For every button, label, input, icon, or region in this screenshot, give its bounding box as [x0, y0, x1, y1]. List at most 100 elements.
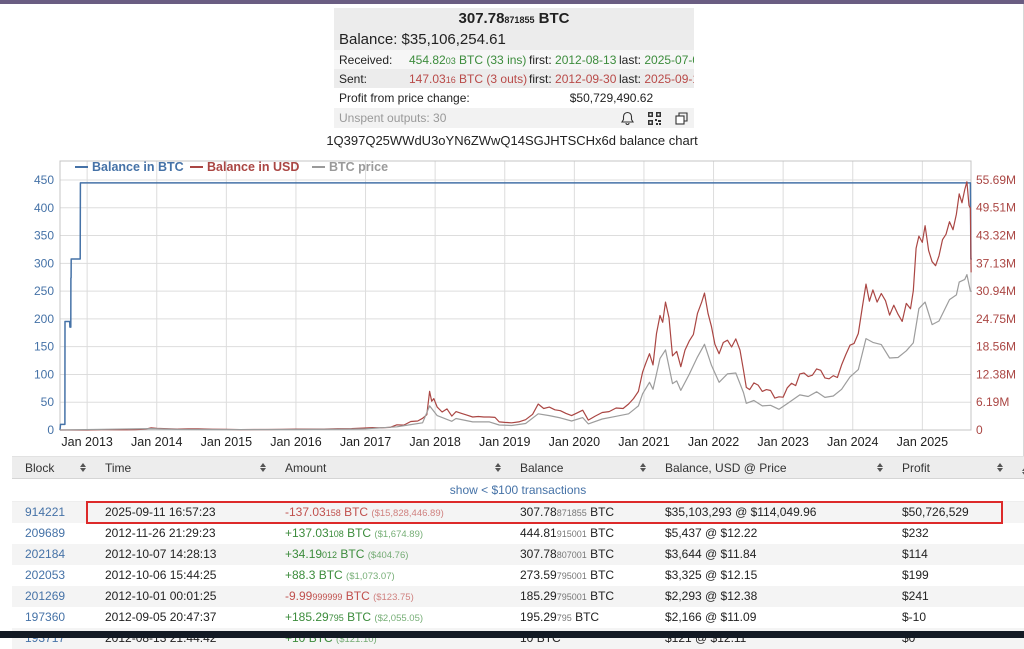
block-cell[interactable]: 202053	[12, 564, 92, 586]
x-axis-tick: Jan 2018	[409, 435, 460, 449]
transaction-row: 209689 2012-11-26 21:29:23 +137.03108 BTC …	[12, 522, 1024, 544]
column-header-balance-usd-price[interactable]: Balance, USD @ Price	[652, 456, 889, 479]
x-axis-tick: Jan 2016	[270, 435, 321, 449]
block-cell[interactable]: 201269	[12, 585, 92, 607]
x-axis-tick: Jan 2024	[827, 435, 878, 449]
left-axis-tick: 150	[34, 340, 54, 354]
sent-last: last: 2025-09-11	[619, 71, 694, 86]
copy-icon[interactable]	[674, 111, 689, 126]
received-row: Received: 454.8203 BTC (33 ins) first: 2…	[334, 50, 694, 69]
transactions-table: Block Time Amount Balance Balance, USD @ Pri…	[12, 456, 1024, 649]
amount-cell: +137.03108 BTC ($1,674.89)	[272, 522, 507, 544]
show-small-transactions-link[interactable]: show < $100 transactions	[449, 483, 587, 497]
block-cell[interactable]: 914221	[12, 501, 92, 523]
profit-label: Profit from price change:	[339, 91, 470, 105]
column-header-extra[interactable]	[1009, 456, 1024, 479]
legend-item-balance-in-btc[interactable]: Balance in BTC	[92, 160, 184, 174]
time-cell: 2025-09-11 16:57:23	[92, 501, 272, 523]
profit-cell: $232	[889, 522, 1009, 544]
transaction-row-highlighted: 914221 2025-09-11 16:57:23 -137.03158 BTC …	[12, 501, 1024, 523]
profit-cell: $114	[889, 543, 1009, 565]
transaction-row: 202184 2012-10-07 14:28:13 +34.19012 BTC (…	[12, 543, 1024, 565]
block-link[interactable]: 202053	[25, 568, 66, 582]
balance-cell: 185.29795001 BTC	[507, 585, 652, 607]
spacer-cell	[1009, 522, 1024, 544]
right-axis-tick: 30.94M	[976, 284, 1016, 298]
x-axis-tick: Jan 2025	[897, 435, 948, 449]
balance-usd-cell: $2,293 @ $12.38	[652, 585, 889, 607]
left-axis-tick: 50	[41, 395, 55, 409]
right-axis-tick: 37.13M	[976, 256, 1016, 270]
profit-cell: $241	[889, 585, 1009, 607]
x-axis-tick: Jan 2020	[549, 435, 600, 449]
right-axis-tick: 43.32M	[976, 229, 1016, 243]
block-cell[interactable]: 202184	[12, 543, 92, 565]
block-cell[interactable]: 209689	[12, 522, 92, 544]
time-cell: 2012-10-01 00:01:25	[92, 585, 272, 607]
column-header-balance[interactable]: Balance	[507, 456, 652, 479]
transactions-section: Block Time Amount Balance Balance, USD @ Pri…	[0, 456, 1024, 649]
right-axis-tick: 49.51M	[976, 201, 1016, 215]
left-axis-tick: 400	[34, 201, 54, 215]
sort-icon[interactable]	[640, 463, 646, 472]
block-link[interactable]: 209689	[25, 526, 66, 540]
sort-icon[interactable]	[877, 463, 883, 472]
balance-usd-cell: $2,166 @ $11.09	[652, 606, 889, 628]
sort-icon[interactable]	[1022, 466, 1024, 476]
left-axis-tick: 450	[34, 173, 54, 187]
profit-row: Profit from price change: $50,729,490.62	[334, 88, 694, 108]
block-cell[interactable]: 197360	[12, 606, 92, 628]
received-value: 454.8203 BTC (33 ins)	[409, 52, 527, 67]
series-balance-in-btc	[59, 182, 972, 431]
x-axis-tick: Jan 2017	[340, 435, 391, 449]
series-btc-price	[59, 273, 972, 431]
column-header-time[interactable]: Time	[92, 456, 272, 479]
sort-icon[interactable]	[260, 463, 266, 472]
transaction-row: 197360 2012-09-05 20:47:37 +185.29795 BTC …	[12, 606, 1024, 628]
received-first: first: 2012-08-13	[529, 52, 617, 67]
balance-cell: 273.59795001 BTC	[507, 564, 652, 586]
qr-code-icon[interactable]	[647, 111, 662, 126]
block-link[interactable]: 914221	[25, 505, 66, 520]
legend-item-btc-price[interactable]: BTC price	[329, 160, 388, 174]
block-link[interactable]: 197360	[25, 610, 66, 624]
profit-cell: $199	[889, 564, 1009, 586]
time-cell: 2012-10-07 14:28:13	[92, 543, 272, 565]
column-header-block[interactable]: Block	[12, 456, 92, 479]
right-axis-tick: 12.38M	[976, 367, 1016, 381]
unspent-label: Unspent outputs: 30	[339, 111, 447, 125]
x-axis-tick: Jan 2014	[131, 435, 182, 449]
series-balance-in-usd	[60, 181, 972, 431]
balance-usd-cell: $5,437 @ $12.22	[652, 522, 889, 544]
balance-usd-cell: $3,325 @ $12.15	[652, 564, 889, 586]
btc-total-row: 307.78871855 BTC	[334, 8, 694, 29]
unspent-row: Unspent outputs: 30	[334, 108, 694, 128]
column-header-amount[interactable]: Amount	[272, 456, 507, 479]
legend-item-balance-in-usd[interactable]: Balance in USD	[207, 160, 299, 174]
top-accent-bar	[0, 0, 1024, 4]
received-last: last: 2025-07-09	[619, 52, 694, 67]
balance-cell: 307.78871855 BTC	[507, 501, 652, 523]
balance-usd-cell: $35,103,293 @ $114,049.96	[652, 501, 889, 523]
spacer-cell	[1009, 543, 1024, 565]
sent-label: Sent:	[339, 71, 368, 86]
spacer-cell	[1009, 564, 1024, 586]
balance-chart: 0 50 100 150 200 250 300 350 400 450 55.69M 49.51M 4…	[34, 160, 1016, 449]
left-axis-tick: 350	[34, 229, 54, 243]
balance-cell: 307.78807001 BTC	[507, 543, 652, 565]
block-link[interactable]: 202184	[25, 547, 66, 561]
block-link[interactable]: 201269	[25, 589, 66, 603]
sort-icon[interactable]	[495, 463, 501, 472]
right-axis-tick: 6.19M	[976, 395, 1009, 409]
bell-icon[interactable]	[620, 111, 635, 126]
sort-icon[interactable]	[997, 463, 1003, 472]
left-axis-tick: 300	[34, 256, 54, 270]
profit-cell: $50,726,529	[889, 501, 1009, 523]
received-label: Received:	[339, 52, 393, 67]
balance-row: Balance: $35,106,254.61	[334, 29, 694, 50]
sort-icon[interactable]	[80, 463, 86, 472]
column-header-profit[interactable]: Profit	[889, 456, 1009, 479]
amount-cell: +34.19012 BTC ($404.76)	[272, 543, 507, 565]
right-axis-tick: 0	[976, 423, 983, 437]
balance-cell: 444.81915001 BTC	[507, 522, 652, 544]
